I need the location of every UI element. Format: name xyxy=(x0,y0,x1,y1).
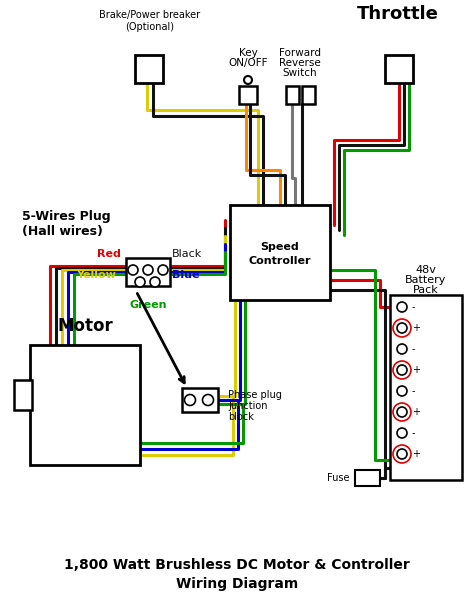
Text: ON/OFF: ON/OFF xyxy=(228,58,268,68)
Text: 5-Wires Plug: 5-Wires Plug xyxy=(22,210,110,223)
Text: Switch: Switch xyxy=(283,68,317,78)
Text: 48v: 48v xyxy=(416,265,437,275)
Bar xyxy=(302,86,315,104)
Text: +: + xyxy=(412,449,420,459)
Text: Key: Key xyxy=(238,48,257,58)
Circle shape xyxy=(397,344,407,354)
Text: 1,800 Watt Brushless DC Motor & Controller: 1,800 Watt Brushless DC Motor & Controll… xyxy=(64,558,410,572)
Text: (Hall wires): (Hall wires) xyxy=(22,225,103,238)
Text: Wiring Diagram: Wiring Diagram xyxy=(176,577,298,591)
Text: Red: Red xyxy=(97,249,121,259)
Text: Speed: Speed xyxy=(261,242,300,252)
Text: (Optional): (Optional) xyxy=(126,22,174,32)
Circle shape xyxy=(143,265,153,275)
Text: Forward: Forward xyxy=(279,48,321,58)
Bar xyxy=(126,258,170,286)
Circle shape xyxy=(397,365,407,375)
Text: Motor: Motor xyxy=(57,317,113,335)
Bar xyxy=(230,205,330,300)
Text: Black: Black xyxy=(172,249,202,259)
Circle shape xyxy=(128,265,138,275)
Text: -: - xyxy=(412,386,416,396)
Circle shape xyxy=(202,394,213,405)
Text: Reverse: Reverse xyxy=(279,58,321,68)
Text: Pack: Pack xyxy=(413,285,439,295)
Circle shape xyxy=(135,277,145,287)
Bar xyxy=(182,388,218,412)
Text: Brake/Power breaker: Brake/Power breaker xyxy=(100,10,201,20)
Circle shape xyxy=(150,277,160,287)
Bar xyxy=(355,470,380,486)
Circle shape xyxy=(397,407,407,417)
Circle shape xyxy=(397,386,407,396)
Text: -: - xyxy=(412,344,416,354)
Bar xyxy=(286,86,299,104)
Text: block: block xyxy=(228,412,254,422)
Text: +: + xyxy=(412,407,420,417)
Bar xyxy=(135,55,163,83)
Text: Green: Green xyxy=(129,300,167,310)
Text: Phase plug: Phase plug xyxy=(228,390,282,400)
Bar xyxy=(385,55,413,83)
Circle shape xyxy=(158,265,168,275)
Bar xyxy=(239,86,257,104)
Circle shape xyxy=(397,302,407,312)
Text: +: + xyxy=(412,323,420,333)
Text: Fuse: Fuse xyxy=(328,473,350,483)
Text: Controller: Controller xyxy=(249,255,311,266)
Bar xyxy=(390,295,462,480)
Circle shape xyxy=(397,428,407,438)
Circle shape xyxy=(184,394,195,405)
Text: Throttle: Throttle xyxy=(357,5,439,23)
Text: Battery: Battery xyxy=(405,275,447,285)
Text: Blue: Blue xyxy=(172,270,200,280)
Text: Junction: Junction xyxy=(228,401,267,411)
Circle shape xyxy=(397,449,407,459)
Text: Yellow: Yellow xyxy=(76,270,116,280)
Text: -: - xyxy=(412,428,416,438)
Bar xyxy=(30,345,140,465)
Text: -: - xyxy=(412,302,416,312)
Bar xyxy=(14,380,32,410)
Circle shape xyxy=(244,76,252,84)
Text: +: + xyxy=(412,365,420,375)
Circle shape xyxy=(397,323,407,333)
